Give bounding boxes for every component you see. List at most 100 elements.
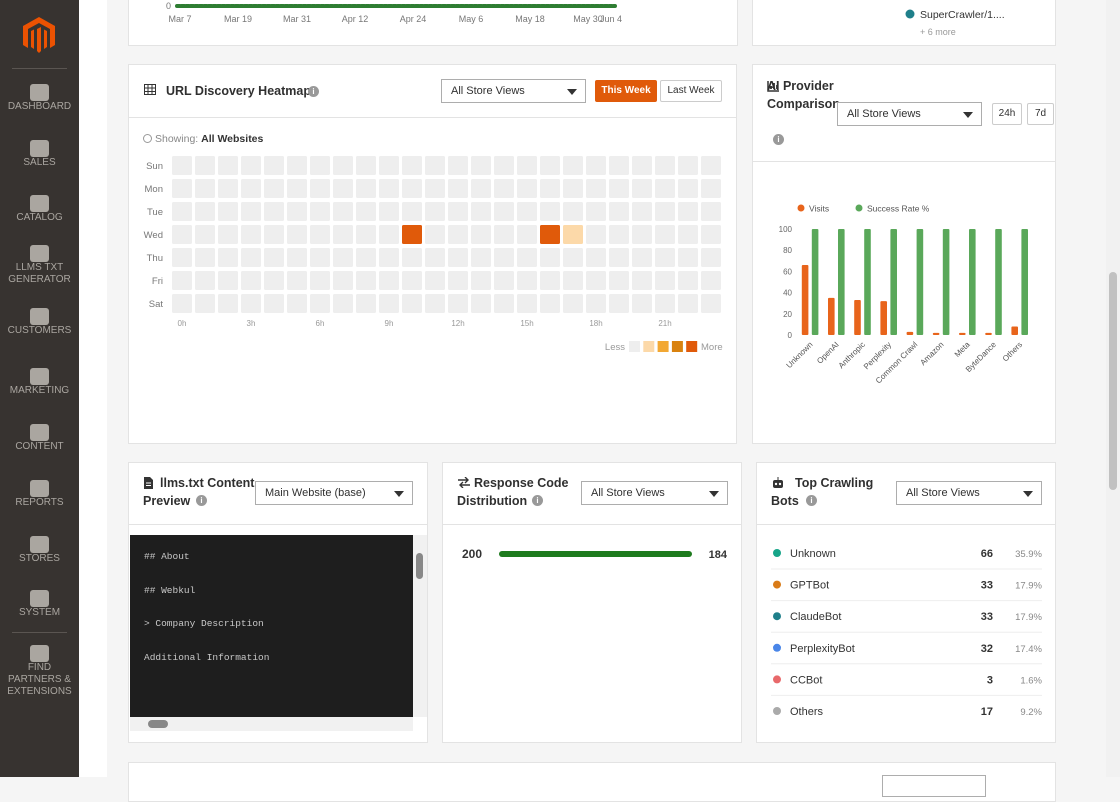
v-scrollbar[interactable] bbox=[413, 535, 427, 717]
day-label: Sat bbox=[149, 299, 164, 310]
nav-item[interactable]: CATALOG bbox=[16, 212, 63, 223]
legend-dot bbox=[797, 204, 805, 212]
heat-cell bbox=[287, 271, 307, 290]
info-icon[interactable]: i bbox=[806, 495, 817, 506]
page-scrollbar[interactable] bbox=[1106, 0, 1120, 777]
heat-cell bbox=[609, 271, 629, 290]
heat-cell bbox=[448, 271, 468, 290]
heat-cell bbox=[471, 271, 491, 290]
y-tick-label: 40 bbox=[783, 289, 792, 298]
legend-dot bbox=[905, 9, 915, 19]
heat-cell bbox=[241, 156, 261, 175]
store-select[interactable]: All Store Views bbox=[581, 481, 728, 505]
next-panel bbox=[128, 762, 1056, 802]
nav-icon bbox=[30, 140, 49, 157]
nav-icon bbox=[30, 536, 49, 553]
day-label: Mon bbox=[145, 184, 163, 195]
nav-item[interactable]: STORES bbox=[19, 553, 60, 564]
site-select[interactable]: Main Website (base) bbox=[255, 481, 413, 505]
heat-cell bbox=[195, 202, 215, 221]
heat-cell bbox=[517, 225, 537, 244]
heatmap-panel: URL Discovery Heatmap i All Store Views … bbox=[128, 64, 737, 444]
heat-cell bbox=[218, 248, 238, 267]
sidebar: DASHBOARD SALES CATALOG LLMS TXT GENERATOR C… bbox=[0, 0, 79, 777]
h-scrollbar[interactable] bbox=[130, 717, 413, 731]
heat-cell bbox=[425, 202, 445, 221]
heat-cell bbox=[356, 179, 376, 198]
info-icon[interactable]: i bbox=[196, 495, 207, 506]
nav-item[interactable]: MARKETING bbox=[9, 385, 70, 396]
bot-share: 35.9% bbox=[1015, 549, 1042, 560]
heat-cell bbox=[310, 202, 330, 221]
bar bbox=[1011, 326, 1018, 335]
hour-label: 21h bbox=[658, 319, 671, 328]
heat-cell bbox=[540, 202, 560, 221]
heat-cell bbox=[241, 248, 261, 267]
heat-cell bbox=[586, 294, 606, 313]
store-select[interactable]: All Store Views bbox=[896, 481, 1042, 505]
panel-title: AI Provider Comparison bbox=[767, 79, 840, 111]
x-tick-label: May 6 bbox=[459, 14, 484, 24]
last-week-button[interactable]: Last Week bbox=[660, 80, 722, 102]
heat-cell bbox=[540, 271, 560, 290]
file-icon bbox=[144, 477, 153, 489]
logo[interactable] bbox=[22, 16, 56, 54]
bar bbox=[932, 332, 940, 335]
panel-title: Top Crawling Bots bbox=[771, 476, 874, 508]
heat-cell bbox=[632, 179, 652, 198]
heat-cell bbox=[218, 179, 238, 198]
info-icon[interactable]: i bbox=[773, 134, 784, 145]
nav-item[interactable]: DASHBOARD bbox=[7, 101, 72, 112]
heat-cell bbox=[540, 294, 560, 313]
hour-label: 12h bbox=[451, 319, 464, 328]
nav-item[interactable]: FIND PARTNERS & EXTENSIONS bbox=[7, 662, 72, 697]
code-line: Additional Information bbox=[144, 652, 270, 664]
heat-cell bbox=[356, 156, 376, 175]
heat-cell bbox=[218, 202, 238, 221]
heat-cell bbox=[425, 248, 445, 267]
heat-cell bbox=[586, 202, 606, 221]
legend-more: More bbox=[701, 342, 723, 353]
heat-cell bbox=[241, 225, 261, 244]
separator bbox=[12, 632, 67, 633]
x-tick-label: Mar 19 bbox=[224, 14, 252, 24]
day-label: Thu bbox=[147, 253, 163, 264]
nav-item[interactable]: CONTENT bbox=[15, 441, 64, 452]
info-icon[interactable]: i bbox=[308, 86, 319, 97]
hour-label: 0h bbox=[178, 319, 187, 328]
nav-item[interactable]: REPORTS bbox=[15, 497, 64, 508]
heat-cell bbox=[333, 271, 353, 290]
store-select[interactable]: All Store Views bbox=[837, 102, 982, 126]
heat-cell bbox=[287, 202, 307, 221]
info-icon[interactable]: i bbox=[532, 495, 543, 506]
x-tick-label: Others bbox=[1001, 340, 1024, 363]
robot-icon bbox=[773, 477, 783, 488]
legend-more: + 6 more bbox=[920, 27, 956, 37]
bar bbox=[880, 301, 887, 335]
nav-item[interactable]: SYSTEM bbox=[18, 607, 61, 618]
panel-title: URL Discovery Heatmap bbox=[166, 84, 311, 98]
nav-item[interactable]: LLMS TXT GENERATOR bbox=[8, 262, 71, 285]
bot-dot bbox=[773, 707, 781, 715]
heat-cell bbox=[517, 202, 537, 221]
x-tick-label: Mar 7 bbox=[168, 14, 191, 24]
heat-cell bbox=[218, 294, 238, 313]
heat-cell bbox=[264, 294, 284, 313]
heat-cell bbox=[287, 248, 307, 267]
panel-title: Response Code Distribution bbox=[457, 476, 569, 508]
x-tick-label: Amazon bbox=[918, 340, 945, 367]
day-label: Fri bbox=[152, 276, 163, 287]
range-button[interactable]: 24h bbox=[992, 103, 1022, 125]
nav-item[interactable]: SALES bbox=[23, 157, 56, 168]
heat-cell bbox=[402, 248, 422, 267]
store-select[interactable]: All Store Views bbox=[441, 79, 586, 103]
this-week-button[interactable]: This Week bbox=[595, 80, 657, 102]
heat-cell bbox=[310, 225, 330, 244]
heat-cell bbox=[379, 271, 399, 290]
x-tick-label: Apr 24 bbox=[400, 14, 427, 24]
range-button[interactable]: 7d bbox=[1027, 103, 1054, 125]
select[interactable] bbox=[882, 775, 986, 797]
heat-cell bbox=[172, 179, 192, 198]
nav-item[interactable]: CUSTOMERS bbox=[7, 325, 72, 336]
bot-name: Unknown bbox=[790, 548, 836, 560]
